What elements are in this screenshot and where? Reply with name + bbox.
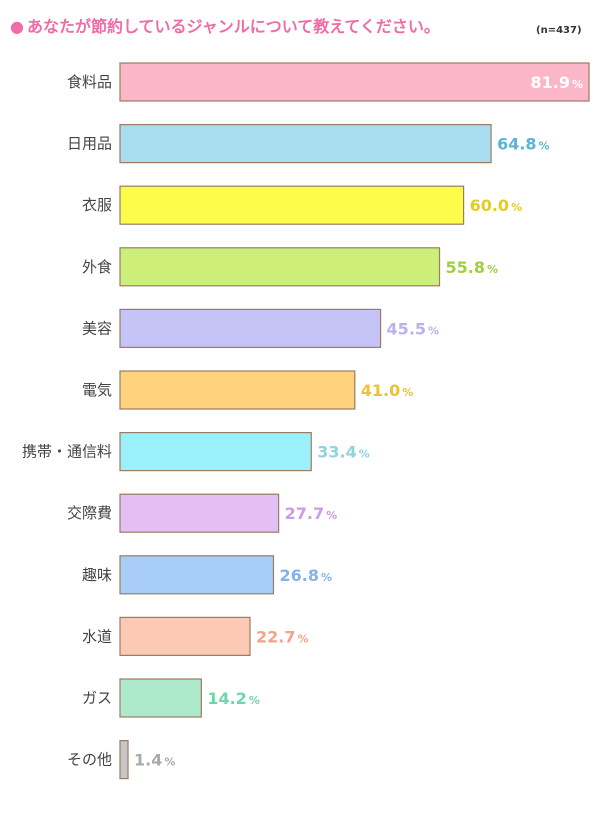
- bar-1: [119, 123, 492, 164]
- bar-5: [119, 370, 356, 410]
- bar-11: [119, 739, 129, 780]
- bar-3: [119, 247, 441, 287]
- value-label-5: 41.0%: [361, 381, 414, 400]
- bar-9: [119, 616, 251, 657]
- value-label-8: 26.8%: [279, 566, 332, 585]
- bar-4: [119, 308, 382, 348]
- title-text: あなたが節約しているジャンルについて教えてください。: [26, 17, 440, 36]
- bar-8: [119, 555, 275, 595]
- value-label-9: 22.7%: [256, 627, 309, 646]
- value-label-3: 55.8%: [446, 258, 499, 277]
- value-label-2: 60.0%: [470, 196, 523, 215]
- category-label-9: 水道: [82, 627, 112, 645]
- title-bullet: ●: [10, 17, 24, 36]
- value-label-11: 1.4%: [134, 751, 175, 770]
- value-label-10: 14.2%: [207, 689, 260, 708]
- category-label-5: 電気: [82, 381, 112, 399]
- bar-2: [119, 185, 465, 225]
- value-label-1: 64.8%: [497, 135, 550, 154]
- value-label-6: 33.4%: [317, 443, 370, 462]
- chart-title: ● あなたが節約しているジャンルについて教えてください。: [10, 13, 440, 37]
- sample-size-note: (n=437): [536, 25, 582, 36]
- category-label-4: 美容: [82, 319, 112, 337]
- value-label-0: 81.9%: [530, 73, 583, 92]
- category-label-0: 食料品: [67, 73, 112, 91]
- bar-0: [119, 62, 590, 102]
- value-label-7: 27.7%: [285, 504, 338, 523]
- category-label-8: 趣味: [82, 566, 112, 584]
- category-label-1: 日用品: [67, 135, 112, 153]
- category-label-6: 携帯・通信料: [22, 443, 112, 461]
- bar-10: [119, 678, 202, 718]
- bar-6: [119, 432, 312, 472]
- category-label-10: ガス: [82, 689, 112, 707]
- bars-group: 食料品 81.9 % 日用品 64.8 % 衣服 60.0 % 外食 55.8 % 美容 45.5 % 電気 4…: [22, 62, 590, 780]
- category-label-7: 交際費: [67, 504, 112, 522]
- category-label-2: 衣服: [82, 196, 112, 214]
- category-label-11: その他: [67, 751, 112, 769]
- category-label-3: 外食: [82, 258, 112, 276]
- bar-7: [119, 493, 280, 533]
- value-label-4: 45.5%: [387, 319, 440, 338]
